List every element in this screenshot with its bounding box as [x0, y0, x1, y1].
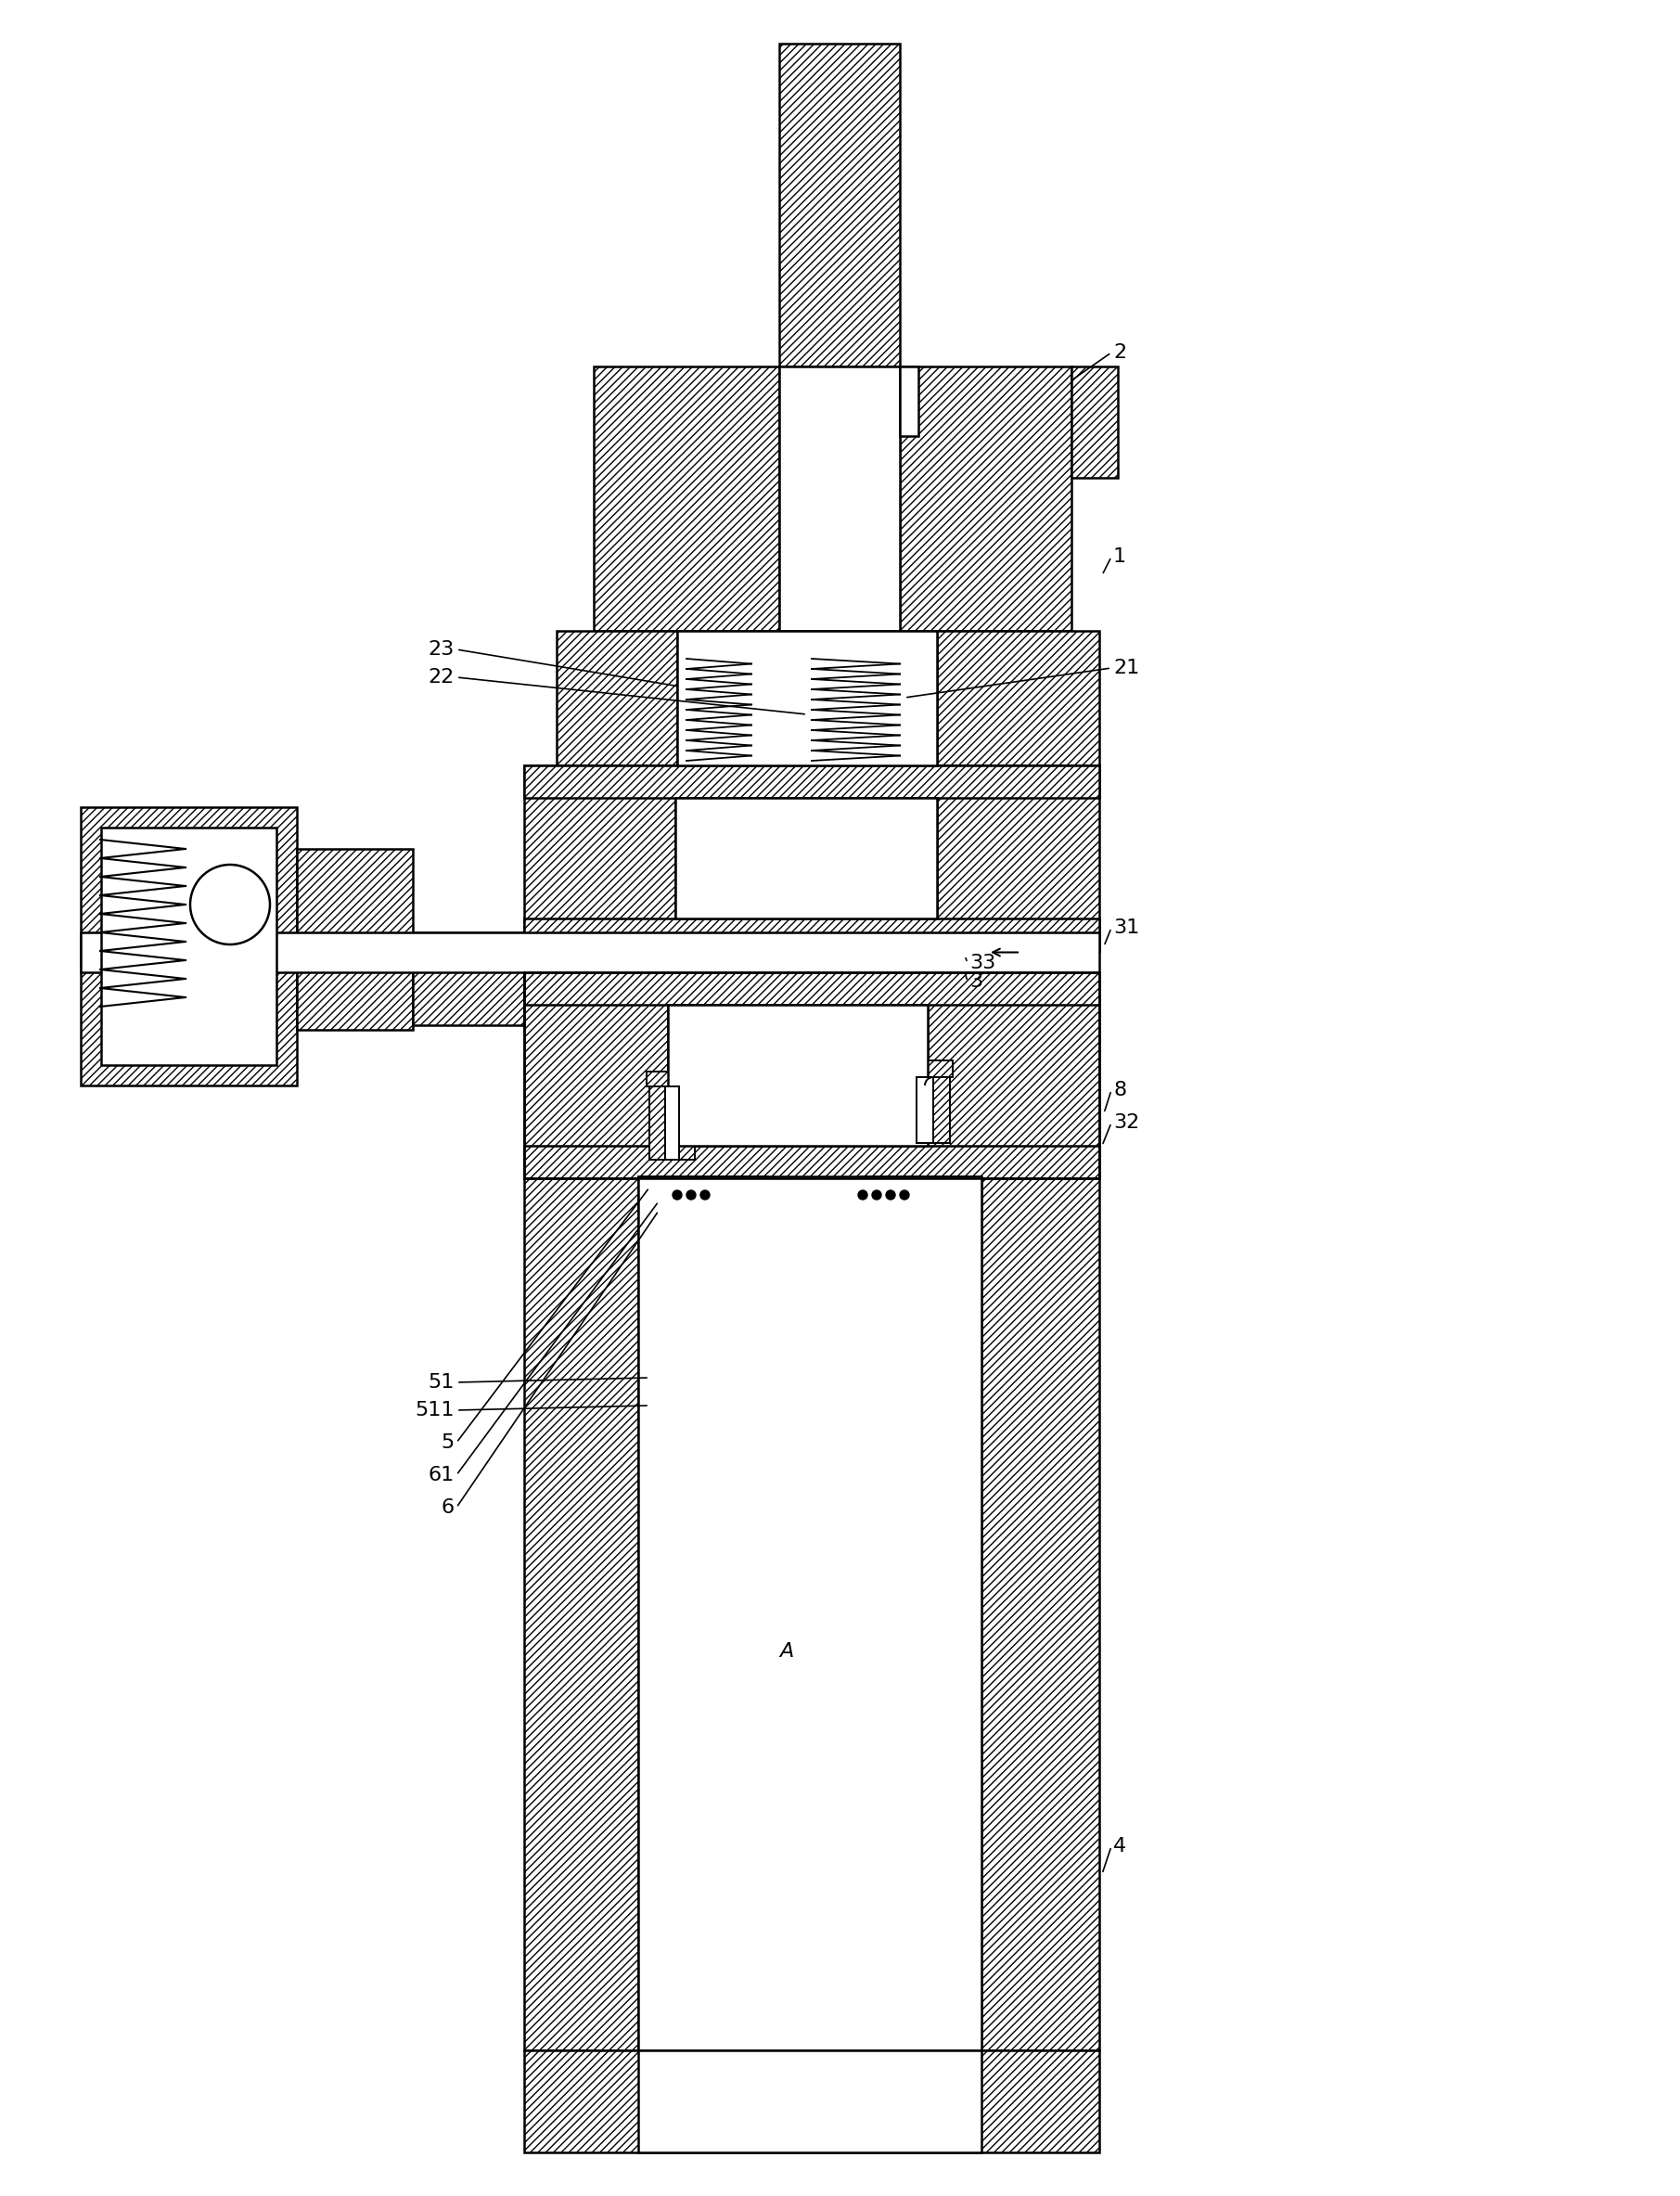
- Bar: [897, 1061, 953, 1076]
- Bar: [900, 367, 1072, 630]
- Bar: [593, 367, 780, 630]
- Text: 2: 2: [1114, 343, 1126, 362]
- Circle shape: [885, 1190, 895, 1199]
- Bar: [638, 1177, 981, 1214]
- Bar: [524, 973, 1099, 1006]
- Text: 6: 6: [442, 1498, 455, 1517]
- Text: 511: 511: [415, 1401, 455, 1419]
- Bar: [932, 1061, 949, 1142]
- Bar: [638, 1177, 768, 1214]
- Bar: [900, 367, 919, 437]
- Text: A: A: [780, 1643, 793, 1660]
- Bar: [937, 630, 1099, 766]
- Bar: [524, 1179, 638, 2051]
- Bar: [900, 1061, 917, 1142]
- Bar: [981, 1179, 1099, 2051]
- Circle shape: [672, 1190, 682, 1199]
- Text: 1: 1: [1114, 547, 1126, 567]
- Bar: [297, 850, 413, 1030]
- Bar: [638, 1179, 981, 2051]
- Bar: [101, 828, 277, 1065]
- Bar: [524, 766, 1099, 797]
- Text: 33: 33: [969, 953, 996, 973]
- Bar: [81, 808, 297, 1085]
- Bar: [81, 933, 1099, 973]
- Text: 21: 21: [1114, 659, 1139, 676]
- Bar: [524, 973, 669, 1179]
- Bar: [669, 1006, 927, 1146]
- Text: 3: 3: [969, 973, 983, 990]
- Bar: [677, 630, 937, 766]
- Text: 4: 4: [1114, 1838, 1126, 1856]
- Bar: [647, 1072, 697, 1087]
- Bar: [638, 2051, 981, 2152]
- Text: 5: 5: [442, 1434, 455, 1452]
- Bar: [675, 797, 937, 918]
- Bar: [780, 44, 900, 367]
- Bar: [524, 766, 675, 951]
- Circle shape: [687, 1190, 696, 1199]
- Bar: [524, 973, 1099, 1179]
- Circle shape: [701, 1190, 709, 1199]
- Bar: [679, 1072, 696, 1159]
- Bar: [556, 630, 677, 766]
- Bar: [860, 1177, 981, 1214]
- Bar: [917, 1076, 932, 1142]
- Circle shape: [858, 1190, 867, 1199]
- Text: 31: 31: [1114, 918, 1139, 938]
- Text: 61: 61: [428, 1467, 455, 1484]
- Text: 32: 32: [1114, 1113, 1139, 1131]
- Text: 22: 22: [428, 668, 455, 687]
- Bar: [413, 933, 524, 1026]
- Text: 51: 51: [428, 1372, 455, 1392]
- Bar: [927, 973, 1099, 1179]
- Circle shape: [872, 1190, 882, 1199]
- Text: 23: 23: [428, 641, 455, 659]
- Bar: [937, 766, 1099, 951]
- Bar: [1072, 367, 1117, 479]
- Bar: [780, 367, 900, 630]
- Circle shape: [900, 1190, 909, 1199]
- Bar: [524, 2051, 1099, 2152]
- Text: 8: 8: [1114, 1080, 1126, 1100]
- Bar: [650, 1072, 665, 1159]
- Bar: [524, 918, 1099, 951]
- Bar: [524, 1146, 1099, 1179]
- Bar: [665, 1087, 679, 1159]
